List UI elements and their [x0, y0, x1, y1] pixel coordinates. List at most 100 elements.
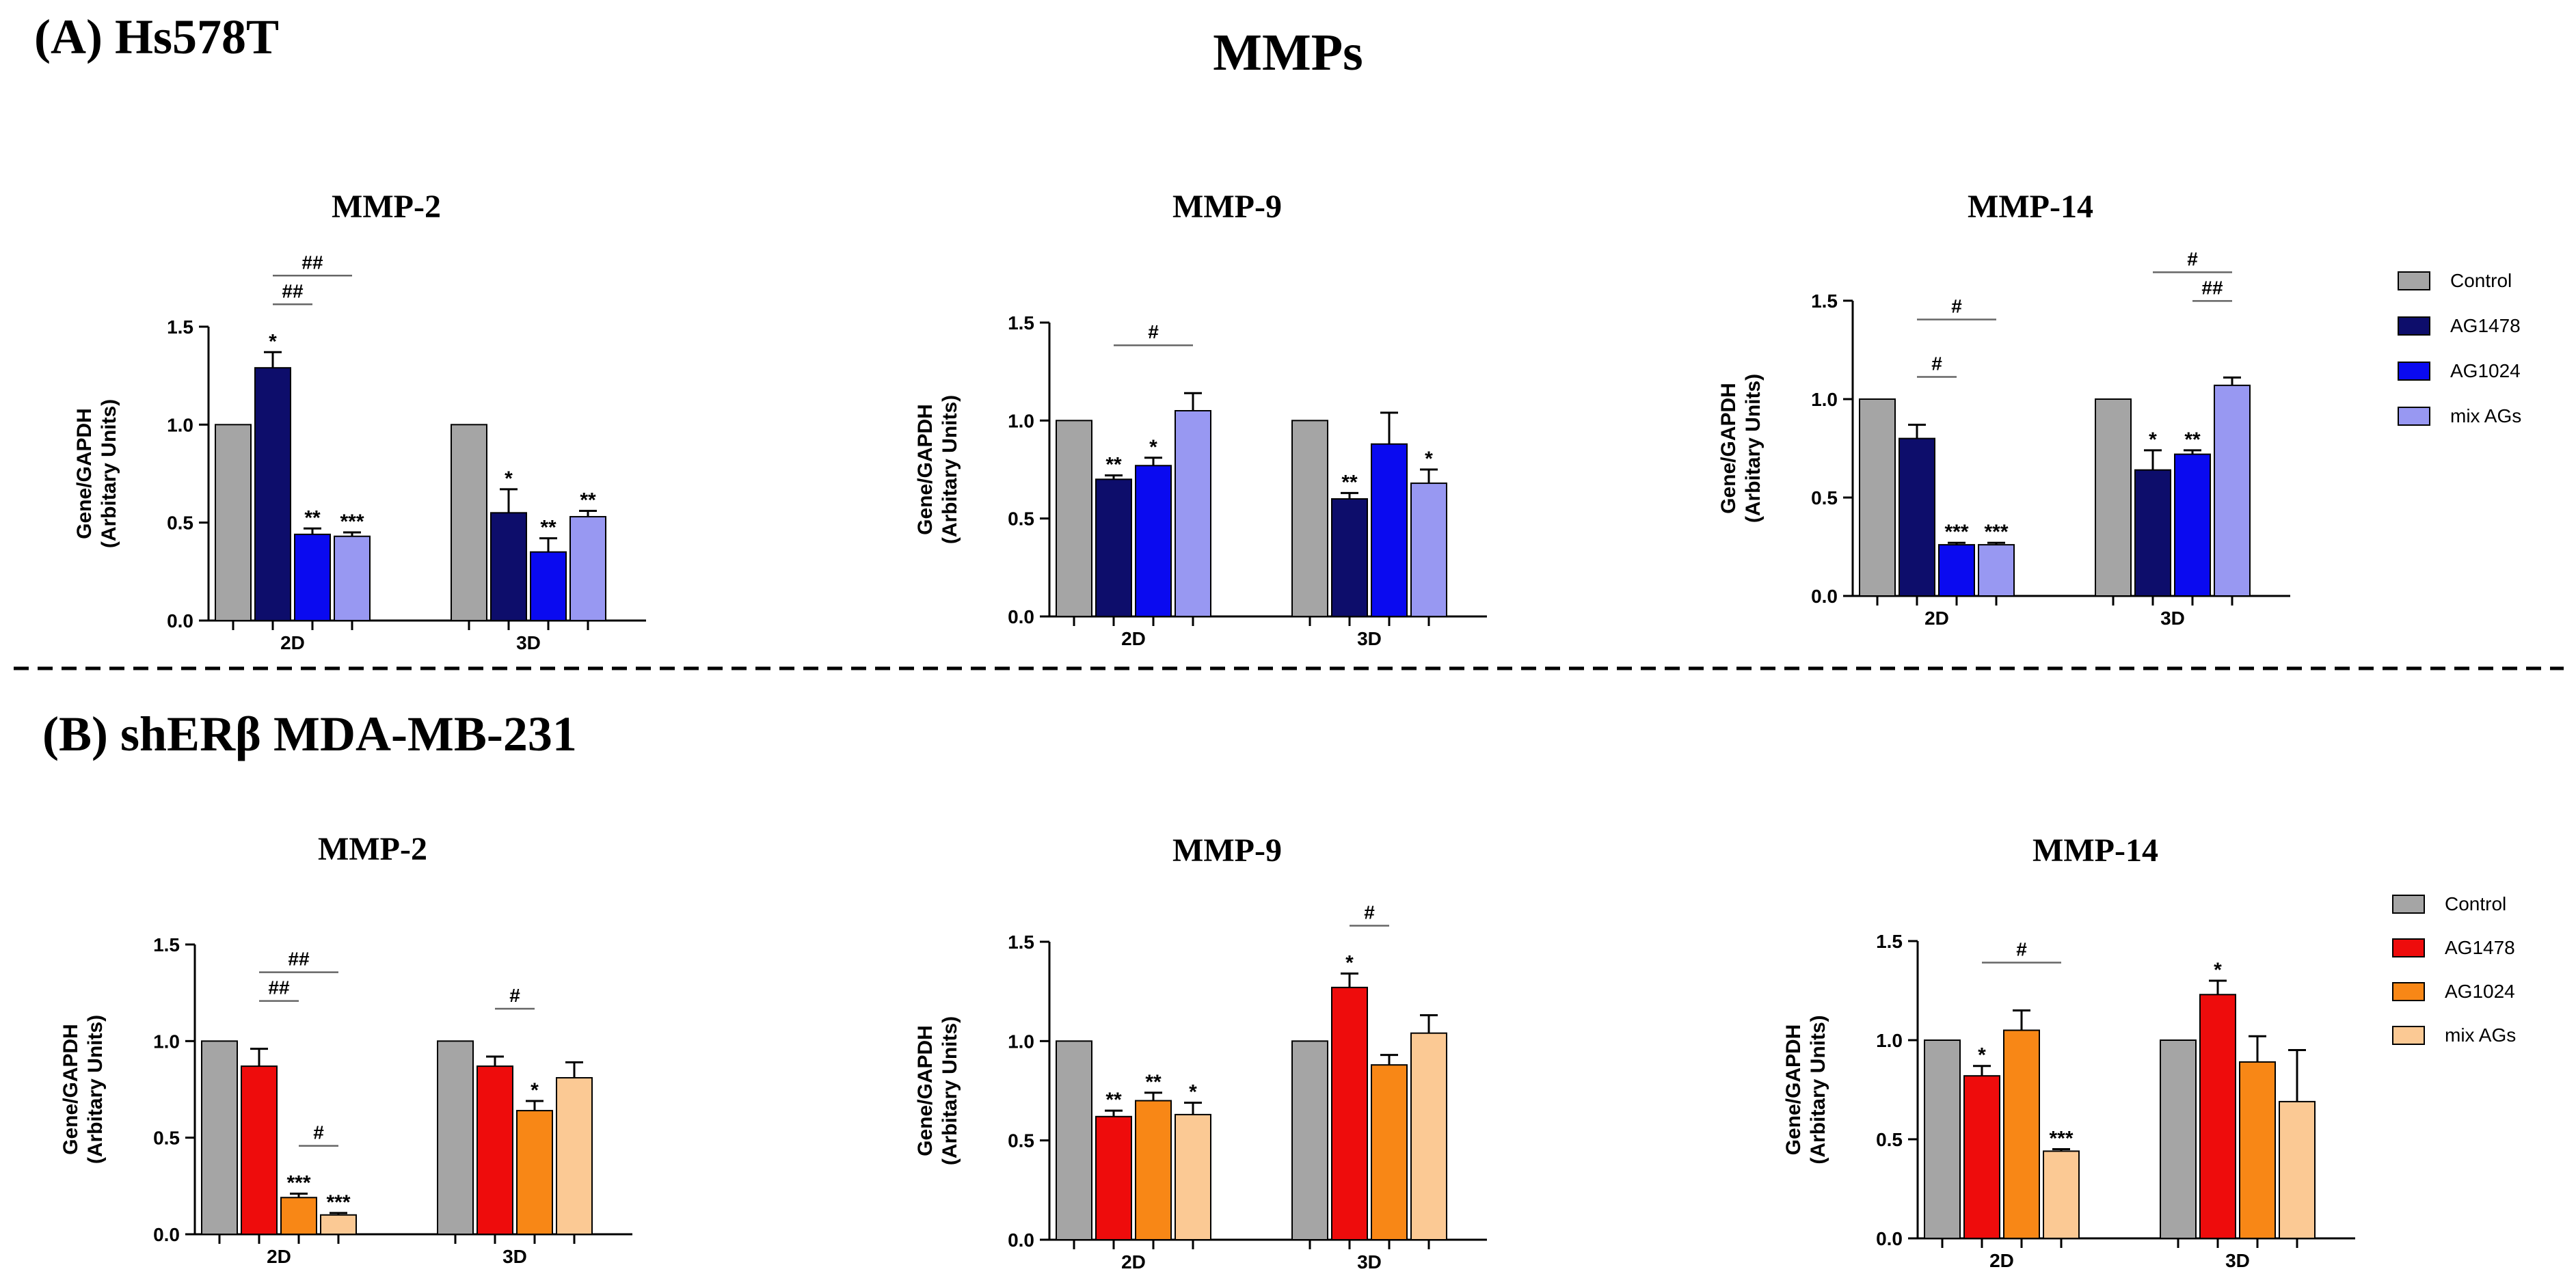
significance-stars: * — [505, 467, 513, 490]
y-tick-label: 1.5 — [1811, 290, 1838, 312]
legend-label-control: Control — [2450, 270, 2512, 291]
y-axis-label-line: Gene/GAPDH — [1717, 383, 1740, 514]
bar-control-3d — [437, 1040, 474, 1236]
chart-a-mmp-2: MMP-2 Gene/GAPDH (Arbitary Units) 0.0 0.5 1.0… — [73, 189, 646, 653]
chart-title: MMP-2 — [332, 189, 441, 225]
bar-ag1478-2d — [1095, 1115, 1132, 1240]
significance-stars: * — [1425, 448, 1433, 470]
y-tick-label: 0.5 — [153, 1128, 180, 1149]
bar-mix-ags-3d — [2279, 1100, 2316, 1240]
x-category-label: 3D — [2225, 1250, 2250, 1271]
bar-mix-ags-3d — [1410, 1032, 1447, 1240]
y-tick-label: 0.0 — [153, 1224, 180, 1245]
comparison-label: # — [2016, 939, 2027, 960]
bar-ag1478-2d — [1899, 437, 1935, 597]
significance-stars: * — [2214, 959, 2222, 981]
y-tick-label: 1.5 — [1008, 312, 1034, 334]
bar-mix-ags-2d — [1175, 410, 1211, 617]
y-tick-label: 1.0 — [167, 414, 193, 435]
y-tick-label: 1.5 — [167, 316, 193, 338]
bar-mix-ags-3d — [2214, 384, 2251, 597]
comparison-label: # — [313, 1122, 324, 1143]
significance-stars: * — [2149, 429, 2157, 451]
y-axis-label-line: (Arbitary Units) — [939, 1016, 961, 1165]
bar-mix-ags-3d — [569, 516, 606, 621]
legend-label-ag1478: AG1478 — [2445, 937, 2515, 958]
bar-control-2d — [1056, 1040, 1092, 1241]
significance-stars: *** — [340, 511, 364, 533]
panel-b-label: (B) shERβ MDA-MB-231 — [42, 707, 577, 761]
bar-ag1478-3d — [2134, 469, 2171, 597]
bar-control-3d — [2095, 398, 2132, 597]
y-tick-label: 1.5 — [1008, 932, 1034, 953]
significance-stars: ** — [1145, 1071, 1162, 1093]
bar-control-3d — [451, 424, 487, 621]
significance-stars: * — [1345, 952, 1354, 975]
significance-stars: * — [531, 1079, 539, 1102]
chart-b-mmp-9: MMP-9 Gene/GAPDH (Arbitary Units) 0.0 0.5 1.0… — [914, 832, 1487, 1273]
x-category-label: 2D — [1924, 608, 1949, 629]
chart-b-mmp-2: MMP-2 Gene/GAPDH (Arbitary Units) 0.0 0.5 1.0… — [59, 831, 632, 1267]
y-axis-label-line: Gene/GAPDH — [914, 404, 937, 535]
significance-stars: * — [1149, 436, 1157, 459]
bar-control-3d — [1291, 420, 1328, 617]
y-tick-label: 0.0 — [1008, 1229, 1034, 1251]
bar-ag1024-3d — [2239, 1061, 2276, 1240]
comparison-label: # — [2187, 248, 2198, 269]
bar-ag1024-3d — [2174, 453, 2211, 597]
bar-ag1024-2d — [294, 533, 331, 621]
bar-ag1478-2d — [1095, 478, 1132, 617]
legend-swatch-ag1478 — [2392, 938, 2425, 957]
chart-a-mmp-14: MMP-14 Gene/GAPDH (Arbitary Units) 0.0 0.5 1.… — [1717, 189, 2290, 629]
comparison-label: # — [1364, 902, 1375, 923]
chart-a-mmp-9: MMP-9 Gene/GAPDH (Arbitary Units) 0.0 0.5 1.0… — [914, 189, 1487, 649]
y-axis-label: Gene/GAPDH (Arbitary Units) — [1717, 374, 1765, 523]
y-tick-label: 0.0 — [1008, 606, 1034, 627]
y-tick-label: 0.0 — [167, 610, 193, 631]
legend-label-control: Control — [2445, 893, 2506, 914]
legend-swatch-ag1024 — [2398, 362, 2430, 381]
bar-ag1478-2d — [1963, 1075, 2000, 1239]
y-tick-label: 1.0 — [1008, 410, 1034, 431]
legend-panel-b: Control AG1478 AG1024 mix AGs — [2392, 893, 2516, 1046]
bar-ag1478-2d — [254, 367, 291, 621]
y-tick-label: 1.5 — [1876, 931, 1903, 952]
x-category-label: 2D — [1989, 1250, 2014, 1271]
y-axis-label: Gene/GAPDH (Arbitary Units) — [73, 399, 120, 548]
y-axis-label-line: (Arbitary Units) — [84, 1015, 107, 1164]
chart-title: MMP-14 — [1968, 189, 2093, 225]
x-category-label: 2D — [1121, 1251, 1146, 1273]
legend-label-ag1024: AG1024 — [2450, 360, 2521, 381]
significance-stars: ** — [1105, 1089, 1122, 1111]
x-category-label: 3D — [502, 1246, 527, 1267]
bar-ag1478-3d — [477, 1065, 513, 1235]
significance-stars: ** — [1341, 471, 1358, 493]
significance-stars: * — [1978, 1044, 1986, 1067]
chart-title: MMP-9 — [1172, 189, 1282, 225]
bar-ag1024-3d — [1371, 1064, 1408, 1241]
y-tick-label: 1.0 — [1876, 1030, 1903, 1051]
significance-stars: ** — [2184, 429, 2201, 451]
bar-control-3d — [2160, 1039, 2197, 1239]
chart-b-mmp-14: MMP-14 Gene/GAPDH (Arbitary Units) 0.0 0.5 1.… — [1782, 832, 2355, 1271]
y-axis-label-line: (Arbitary Units) — [939, 395, 961, 544]
bar-control-2d — [201, 1040, 238, 1236]
significance-stars: *** — [1984, 521, 2008, 543]
legend-swatch-mix-ags — [2392, 1026, 2425, 1045]
chart-title: MMP-14 — [2032, 832, 2158, 869]
bar-ag1024-2d — [2003, 1029, 2040, 1239]
y-axis-label-line: Gene/GAPDH — [914, 1025, 937, 1156]
legend-swatch-ag1478 — [2398, 316, 2430, 336]
y-tick-label: 1.0 — [1811, 389, 1838, 410]
y-tick-label: 0.5 — [1876, 1129, 1903, 1150]
y-axis-label: Gene/GAPDH (Arbitary Units) — [1782, 1015, 1829, 1164]
chart-title: MMP-9 — [1172, 832, 1282, 869]
y-axis-label-line: (Arbitary Units) — [1742, 374, 1765, 523]
y-tick-label: 0.5 — [1008, 1130, 1034, 1152]
y-axis-label-line: (Arbitary Units) — [98, 399, 120, 548]
y-axis-label-line: Gene/GAPDH — [1782, 1024, 1805, 1156]
bar-mix-ags-3d — [1410, 482, 1447, 617]
comparison-label: # — [1931, 353, 1942, 374]
